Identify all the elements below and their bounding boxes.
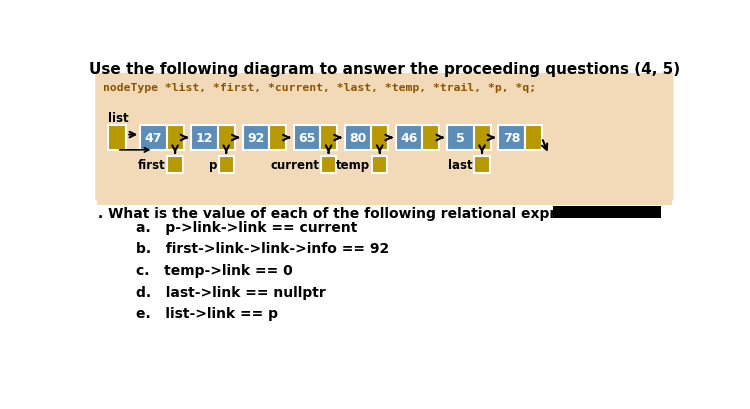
Text: 46: 46 bbox=[400, 132, 418, 145]
Text: current: current bbox=[270, 159, 320, 171]
Text: last: last bbox=[448, 159, 472, 171]
Bar bbox=[447, 126, 473, 151]
Text: a.   p->link->link == current: a. p->link->link == current bbox=[136, 220, 358, 234]
Text: Use the following diagram to answer the proceeding questions (4, 5): Use the following diagram to answer the … bbox=[88, 61, 680, 76]
Text: temp: temp bbox=[336, 159, 370, 171]
Bar bbox=[345, 126, 371, 151]
Bar bbox=[422, 126, 439, 151]
Text: c.   temp->link == 0: c. temp->link == 0 bbox=[136, 263, 293, 277]
Bar bbox=[242, 126, 269, 151]
Text: list: list bbox=[108, 111, 128, 124]
Bar bbox=[474, 157, 490, 173]
Text: 5: 5 bbox=[456, 132, 465, 145]
Text: nodeType *list, *first, *current, *last, *temp, *trail, *p, *q;: nodeType *list, *first, *current, *last,… bbox=[103, 83, 536, 93]
Text: 47: 47 bbox=[145, 132, 162, 145]
Bar bbox=[218, 157, 234, 173]
Bar bbox=[217, 126, 235, 151]
Text: e.   list->link == p: e. list->link == p bbox=[136, 306, 278, 320]
Bar bbox=[140, 126, 166, 151]
Text: first: first bbox=[138, 159, 166, 171]
Text: 80: 80 bbox=[350, 132, 367, 145]
Bar bbox=[525, 126, 542, 151]
Bar bbox=[473, 126, 490, 151]
Text: 65: 65 bbox=[298, 132, 316, 145]
Bar bbox=[269, 126, 286, 151]
Bar bbox=[166, 126, 184, 151]
Text: 78: 78 bbox=[503, 132, 520, 145]
Text: p: p bbox=[209, 159, 217, 171]
Bar bbox=[108, 126, 126, 151]
Text: b.   first->link->link->info == 92: b. first->link->link->info == 92 bbox=[136, 242, 390, 256]
Bar bbox=[396, 126, 422, 151]
Text: . What is the value of each of the following relational expressions?: . What is the value of each of the follo… bbox=[98, 207, 623, 220]
Bar bbox=[372, 157, 388, 173]
Bar bbox=[321, 157, 336, 173]
Bar bbox=[294, 126, 320, 151]
Text: 12: 12 bbox=[196, 132, 213, 145]
FancyBboxPatch shape bbox=[95, 74, 674, 201]
Text: 92: 92 bbox=[247, 132, 265, 145]
FancyBboxPatch shape bbox=[97, 200, 672, 206]
Bar bbox=[553, 207, 661, 219]
Text: d.   last->link == nullptr: d. last->link == nullptr bbox=[136, 285, 326, 299]
Bar bbox=[320, 126, 337, 151]
Bar bbox=[167, 157, 183, 173]
Bar bbox=[371, 126, 388, 151]
Bar bbox=[191, 126, 217, 151]
Bar bbox=[498, 126, 525, 151]
